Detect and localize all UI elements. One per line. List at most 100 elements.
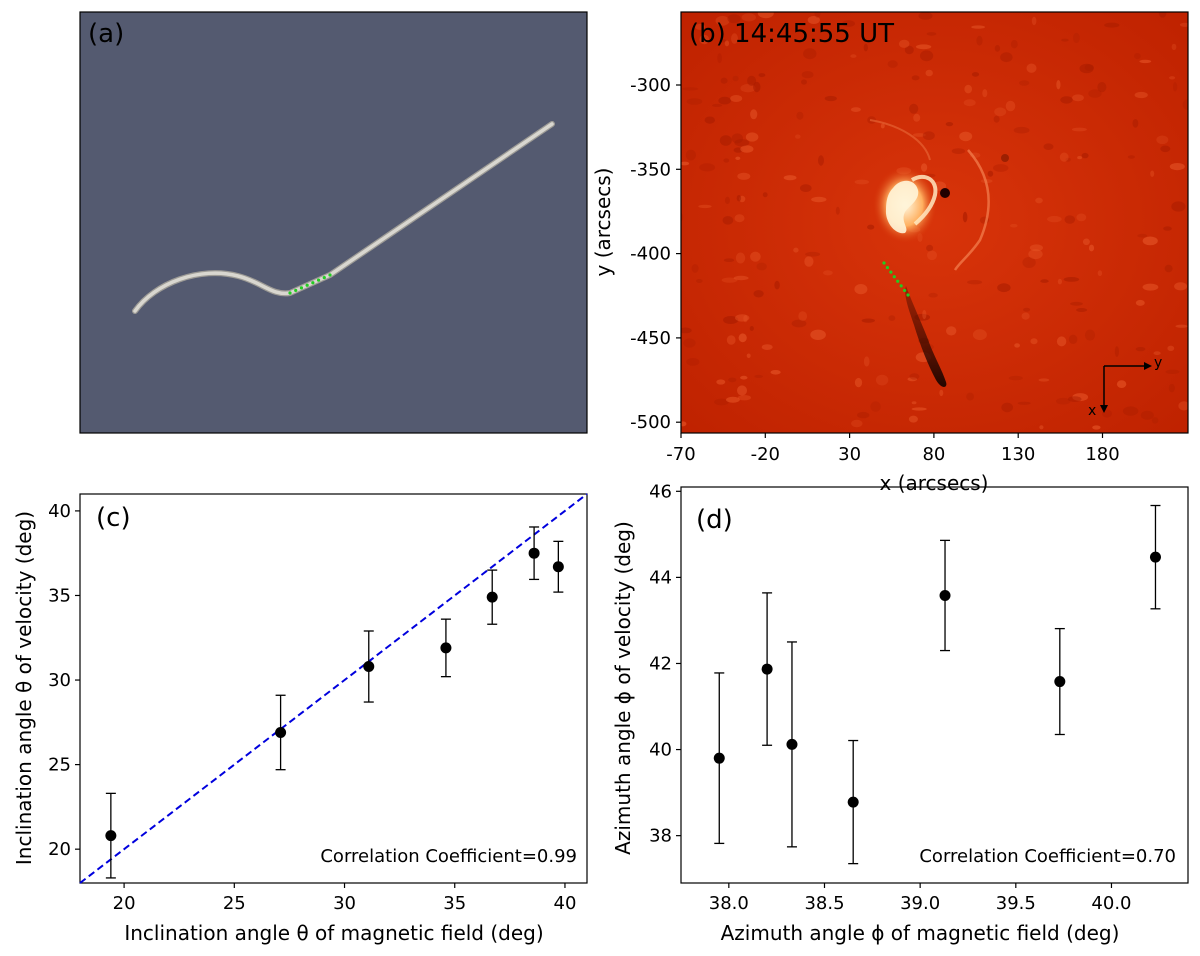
- solar-texture-cell: [740, 375, 748, 380]
- solar-texture-cell: [731, 33, 738, 44]
- solar-texture-cell: [1104, 22, 1120, 28]
- filament-sample-markers: [882, 261, 910, 297]
- solar-texture-cell: [863, 356, 870, 367]
- solar-texture-cell: [1070, 301, 1083, 306]
- solar-texture-cell: [1097, 270, 1103, 277]
- solar-texture-cell: [1035, 197, 1043, 204]
- solar-texture-cell: [1169, 163, 1185, 171]
- panel-d-y-tick-label: 38: [649, 826, 672, 847]
- solar-texture-cell: [807, 16, 820, 24]
- compass-x-label: x: [1088, 403, 1096, 419]
- compass: y x: [1088, 355, 1162, 419]
- solar-texture-cell: [681, 327, 692, 334]
- dark-filament: [905, 286, 947, 387]
- solar-texture-cell: [1059, 152, 1069, 162]
- solar-texture-cell: [793, 247, 799, 253]
- panel-c-data-point: [486, 591, 498, 603]
- solar-texture-cell: [1082, 238, 1090, 246]
- solar-texture-cell: [728, 377, 737, 383]
- panel-b-x-tick-label: 130: [1001, 444, 1035, 465]
- solar-texture-cell: [1040, 279, 1049, 283]
- solar-texture-cell: [686, 98, 703, 105]
- solar-texture-cell: [1056, 397, 1071, 405]
- panel-b-y-tick-label: -400: [630, 244, 671, 265]
- solar-texture-cell: [850, 54, 857, 58]
- solar-texture-cell: [726, 335, 736, 345]
- solar-texture-cell: [1061, 38, 1069, 42]
- solar-texture-cell: [1010, 40, 1018, 49]
- filament-sample-marker: [906, 293, 910, 297]
- solar-texture-cell: [735, 314, 750, 322]
- solar-texture-cell: [1175, 324, 1188, 328]
- solar-texture-cell: [699, 34, 710, 45]
- panel-c-data-point: [528, 547, 540, 559]
- solar-texture-cell: [723, 258, 735, 263]
- solar-texture-cell: [966, 392, 974, 401]
- panel-b-x-tick-label: 180: [1085, 444, 1119, 465]
- bright-loop: [869, 119, 931, 161]
- solar-texture-cell: [951, 148, 966, 155]
- solar-texture-cell: [800, 184, 812, 193]
- solar-texture-cell: [1153, 351, 1161, 356]
- solar-texture-cell: [939, 389, 944, 397]
- panel-d-x-tick-label: 38.5: [804, 893, 844, 914]
- solar-texture-cell: [726, 396, 740, 403]
- solar-texture-cell: [993, 164, 1009, 172]
- panel-c-x-tick-label: 35: [443, 893, 466, 914]
- solar-texture-cell: [1030, 338, 1038, 345]
- solar-texture-cell: [870, 401, 881, 412]
- solar-texture-cell: [1014, 343, 1020, 348]
- solar-texture-cell: [880, 123, 885, 129]
- solar-texture-cell: [925, 69, 933, 77]
- panel-b-y-tick-label: -450: [630, 328, 671, 349]
- solar-texture-cell: [920, 50, 934, 62]
- solar-texture-cell: [1018, 80, 1030, 86]
- solar-texture-cell: [805, 251, 821, 257]
- solar-texture-cell: [927, 250, 937, 261]
- solar-texture-cell: [724, 40, 730, 47]
- solar-texture-cell: [735, 156, 741, 160]
- panel-d-y-tick-label: 46: [649, 481, 672, 502]
- filament-sample-marker: [896, 279, 900, 283]
- solar-texture-cell: [1114, 346, 1119, 357]
- solar-texture-cell: [796, 111, 804, 120]
- solar-texture-cell: [1076, 308, 1088, 312]
- panel-b-y-axis-label: y (arcsecs): [591, 168, 615, 277]
- solar-texture-cell: [1073, 32, 1080, 44]
- solar-texture-cell: [716, 379, 726, 385]
- solar-texture-cell: [1092, 425, 1101, 430]
- solar-texture-cell: [1164, 264, 1173, 273]
- solar-texture-cell: [723, 158, 730, 163]
- compass-y-label: y: [1154, 355, 1162, 371]
- solar-texture-cell: [699, 163, 716, 172]
- solar-texture-cell: [1047, 215, 1062, 223]
- solar-texture-cell: [718, 96, 731, 105]
- panel-b-x-tick-label: 80: [922, 444, 945, 465]
- solar-texture-cell: [887, 60, 898, 68]
- solar-texture-cell: [1021, 312, 1030, 320]
- flux-tube: [133, 122, 554, 313]
- solar-texture-cell: [926, 244, 934, 252]
- solar-texture-cell: [997, 283, 1011, 293]
- solar-texture-cell: [1088, 89, 1102, 98]
- filament-sample-marker: [902, 288, 907, 293]
- solar-texture-cell: [801, 79, 807, 85]
- solar-texture-cell: [733, 275, 749, 281]
- solar-texture-cell: [1071, 127, 1087, 132]
- tube-sample-marker: [316, 278, 321, 282]
- tube-sample-marker: [299, 286, 304, 290]
- solar-texture-cell: [1076, 213, 1087, 222]
- solar-texture-cell: [791, 319, 807, 328]
- panel-a: (a): [79, 11, 588, 434]
- solar-texture-cell: [1137, 233, 1148, 238]
- solar-texture-cell: [994, 107, 1007, 117]
- solar-texture-cell: [912, 133, 926, 137]
- filament-sample-marker: [899, 284, 903, 288]
- solar-texture-cell: [911, 75, 920, 81]
- solar-texture-cell: [915, 44, 932, 50]
- solar-texture-cell: [683, 338, 696, 348]
- solar-texture-cell: [749, 326, 754, 331]
- panel-d: 38.0 38.5 39.0 39.5 40.0 38 40 42 44 46 (d) Corre…: [611, 481, 1189, 945]
- solar-texture-cell: [712, 103, 723, 107]
- solar-texture-cell: [1028, 249, 1043, 260]
